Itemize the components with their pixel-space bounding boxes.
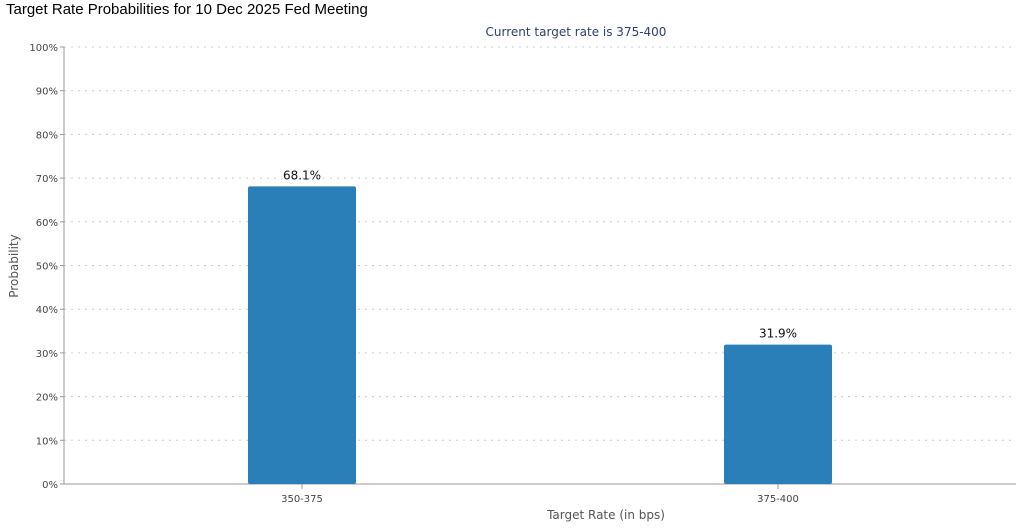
- y-axis-title: Probability: [7, 234, 21, 297]
- bar-data-label: 68.1%: [283, 168, 321, 182]
- y-tick-label: 0%: [42, 480, 58, 491]
- y-tick-label: 50%: [36, 262, 58, 273]
- y-tick-label: 100%: [29, 43, 58, 54]
- bar: [248, 186, 356, 484]
- y-tick-label: 30%: [36, 349, 58, 360]
- page-title: Target Rate Probabilities for 10 Dec 202…: [6, 1, 368, 18]
- chart-subtitle: Current target rate is 375-400: [486, 25, 667, 39]
- y-axis: 0% 10% 20% 30% 40% 50% 60% 70% 80% 90% 100%: [29, 43, 65, 491]
- y-tick-label: 40%: [36, 305, 58, 316]
- x-tick-label: 375-400: [757, 494, 799, 505]
- bar-data-label: 31.9%: [759, 327, 797, 341]
- y-tick-label: 10%: [36, 436, 58, 447]
- gridlines: [64, 46, 1016, 441]
- y-tick-label: 20%: [36, 393, 58, 404]
- bars: 68.1% 31.9%: [248, 168, 832, 484]
- x-tick-label: 350-375: [281, 494, 323, 505]
- x-axis-title: Target Rate (in bps): [546, 508, 665, 522]
- y-tick-label: 70%: [36, 174, 58, 185]
- bar: [724, 344, 832, 484]
- x-axis: 350-375 375-400: [64, 483, 1016, 505]
- y-tick-label: 80%: [36, 130, 58, 141]
- y-tick-label: 90%: [36, 87, 58, 98]
- y-tick-label: 60%: [36, 218, 58, 229]
